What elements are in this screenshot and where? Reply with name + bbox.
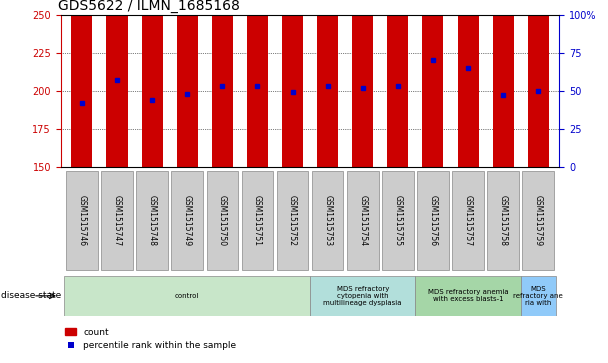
FancyBboxPatch shape	[207, 171, 238, 270]
Text: GSM1515757: GSM1515757	[463, 195, 472, 246]
Bar	[247, 0, 268, 167]
FancyBboxPatch shape	[101, 171, 133, 270]
FancyBboxPatch shape	[347, 171, 379, 270]
Bar	[528, 0, 549, 167]
Text: MDS refractory
cytopenia with
multilineage dysplasia: MDS refractory cytopenia with multilinea…	[323, 286, 402, 306]
Bar	[458, 0, 478, 167]
FancyBboxPatch shape	[522, 171, 554, 270]
Text: GSM1515750: GSM1515750	[218, 195, 227, 246]
Bar	[282, 0, 303, 167]
FancyBboxPatch shape	[310, 276, 415, 316]
FancyBboxPatch shape	[415, 276, 520, 316]
Bar	[352, 0, 373, 167]
FancyBboxPatch shape	[277, 171, 308, 270]
Text: GSM1515753: GSM1515753	[323, 195, 332, 246]
Text: GSM1515758: GSM1515758	[499, 195, 508, 246]
Legend: count, percentile rank within the sample: count, percentile rank within the sample	[65, 327, 237, 350]
Text: MDS
refractory ane
ria with: MDS refractory ane ria with	[513, 286, 563, 306]
Text: GDS5622 / ILMN_1685168: GDS5622 / ILMN_1685168	[58, 0, 240, 13]
Text: GSM1515748: GSM1515748	[148, 195, 157, 246]
Text: GSM1515754: GSM1515754	[358, 195, 367, 246]
Bar	[387, 0, 409, 167]
FancyBboxPatch shape	[66, 171, 98, 270]
Bar	[177, 0, 198, 167]
Text: disease state: disease state	[1, 291, 61, 300]
Bar	[142, 0, 162, 167]
Text: GSM1515751: GSM1515751	[253, 195, 262, 246]
Text: GSM1515749: GSM1515749	[182, 195, 192, 246]
Bar	[71, 0, 92, 167]
FancyBboxPatch shape	[520, 276, 556, 316]
Text: MDS refractory anemia
with excess blasts-1: MDS refractory anemia with excess blasts…	[428, 289, 508, 302]
Text: GSM1515752: GSM1515752	[288, 195, 297, 246]
Text: GSM1515755: GSM1515755	[393, 195, 402, 246]
FancyBboxPatch shape	[171, 171, 203, 270]
FancyBboxPatch shape	[241, 171, 273, 270]
FancyBboxPatch shape	[488, 171, 519, 270]
Text: GSM1515747: GSM1515747	[112, 195, 122, 246]
Text: GSM1515759: GSM1515759	[534, 195, 543, 246]
FancyBboxPatch shape	[452, 171, 484, 270]
Text: control: control	[175, 293, 199, 299]
Bar	[423, 0, 443, 167]
FancyBboxPatch shape	[136, 171, 168, 270]
Text: GSM1515756: GSM1515756	[429, 195, 438, 246]
FancyBboxPatch shape	[382, 171, 413, 270]
FancyBboxPatch shape	[417, 171, 449, 270]
FancyBboxPatch shape	[64, 276, 310, 316]
Bar	[106, 0, 128, 167]
Bar	[212, 0, 233, 167]
Bar	[317, 0, 338, 167]
Text: GSM1515746: GSM1515746	[77, 195, 86, 246]
Bar	[492, 0, 514, 167]
FancyBboxPatch shape	[312, 171, 344, 270]
